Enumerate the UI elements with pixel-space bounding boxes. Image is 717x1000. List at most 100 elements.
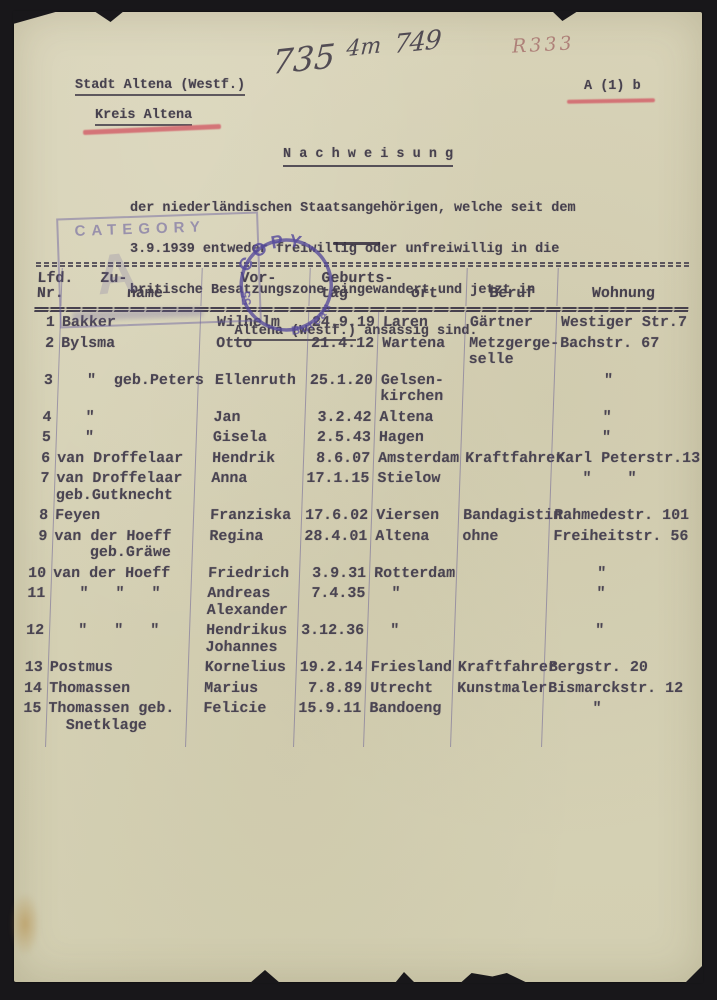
cell-zuname: " — [56, 406, 197, 427]
paper-tear — [552, 11, 578, 21]
cell-nr: 11 — [27, 585, 46, 602]
cell-nr: 8 — [38, 507, 49, 524]
cell-geb_ort: Friesland — [365, 657, 454, 678]
paragraph-line: britische Besatzungszone eingewandert un… — [130, 282, 536, 298]
cell-wohnung: Rahmedestr. 101 — [548, 505, 689, 526]
cell-geb_tag: 3.12.36 — [296, 620, 368, 657]
cell-geb_tag: 17.1.15 — [301, 468, 373, 505]
cell-geb_tag: 21.4.12 — [306, 332, 378, 370]
cell-beruf: Metzgerge- selle — [463, 332, 559, 370]
cell-geb_ort: Stielow — [371, 468, 460, 505]
handwritten-annotation: 735 4m 749 — [271, 25, 442, 82]
cell-nr: 3 — [43, 371, 54, 389]
rule-extension — [450, 735, 542, 747]
cell-nr: 4 — [42, 408, 52, 426]
cell-nr: 9 — [38, 527, 48, 545]
cell-geb_ort: Bandoeng — [363, 698, 452, 735]
header-wohnung: Wohnung — [556, 268, 690, 306]
cell-vorname: Regina — [191, 525, 301, 563]
cell-geb_ort: Hagen — [373, 427, 462, 448]
cell-wohnung: Bismarckstr. 12 — [542, 677, 683, 698]
cell-nr: 2 — [44, 334, 55, 352]
typed-underline-mark — [333, 242, 380, 245]
paper-tear — [685, 965, 703, 983]
paper-tear — [250, 970, 280, 983]
red-pencil-underline — [566, 98, 656, 104]
cell-vorname: Ellenruth — [196, 369, 307, 407]
cell-beruf — [450, 698, 543, 735]
cell-geb_ort: Gelsen- kirchen — [374, 369, 464, 407]
rule-extension — [45, 735, 186, 747]
cell-geb_ort: Utrecht — [364, 677, 453, 698]
paper-tear — [94, 11, 124, 22]
rule-extension — [293, 735, 364, 747]
cell-beruf: Gärtner — [464, 312, 557, 333]
cell-beruf: ohne — [456, 525, 549, 563]
cell-nr: 15 — [23, 700, 42, 717]
cell-beruf — [458, 468, 551, 505]
cell-vorname: Friedrich — [190, 562, 300, 583]
cell-beruf — [461, 406, 553, 427]
cell-wohnung: " — [544, 620, 678, 657]
cell-zuname: Thomassen geb. Snetklage — [45, 698, 187, 735]
cell-wohnung: Bergstr. 20 — [543, 657, 677, 678]
cell-nr: 13 — [24, 659, 44, 676]
cell-vorname: Anna — [193, 468, 303, 505]
cell-geb_ort: " — [367, 583, 456, 620]
paragraph-line-rest: ansässig sind. — [356, 323, 478, 339]
cell-zuname: " geb.Peters — [56, 369, 204, 407]
cell-nr: 10 — [27, 564, 47, 582]
paper-tear — [460, 973, 528, 983]
cell-zuname: " " " — [49, 583, 191, 620]
cell-wohnung: " — [552, 369, 687, 407]
handwritten-number: 4m — [345, 33, 383, 63]
cell-vorname: Hendrikus Johannes — [188, 620, 298, 657]
cell-wohnung: " — [551, 427, 685, 448]
cell-nr: 14 — [23, 679, 43, 697]
rule-extension — [541, 735, 674, 747]
handwritten-number: 735 — [271, 35, 337, 83]
cell-zuname: Postmus — [47, 657, 189, 678]
cell-zuname: Bylsma — [58, 332, 200, 370]
cell-vorname: Franziska — [192, 505, 302, 526]
page-title: N a c h w e i s u n g — [283, 147, 454, 167]
cell-geb_tag: 17.6.02 — [300, 505, 372, 526]
cell-vorname: Andreas Alexander — [189, 583, 299, 620]
cell-wohnung: Freiheitstr. 56 — [547, 525, 689, 563]
cell-geb_tag: 19.2.14 — [295, 657, 367, 678]
header-beruf: Beruf — [465, 268, 558, 306]
cell-beruf: Bandagistin — [457, 505, 562, 526]
rule-extension — [363, 735, 451, 747]
cell-geb_tag: 8.6.07 — [302, 447, 374, 468]
cell-geb_tag: 28.4.01 — [299, 525, 371, 563]
cell-vorname: Felicie — [185, 698, 295, 735]
cell-vorname: Gisela — [195, 427, 305, 448]
cell-nr: 7 — [40, 470, 50, 487]
cell-zuname: " — [55, 427, 197, 448]
cell-geb_tag: 15.9.11 — [293, 698, 365, 735]
paragraph-line: Altena (Westf.) ansässig sind. — [130, 323, 582, 342]
cell-beruf — [453, 620, 546, 657]
org-line-2-text: Kreis Altena — [95, 109, 193, 126]
paper-tear — [13, 11, 59, 24]
doc-classification: A (1) b — [584, 79, 641, 94]
cell-vorname: Jan — [196, 406, 305, 427]
cell-nr: 12 — [25, 622, 45, 639]
cell-wohnung: Bachstr. 67 — [554, 332, 688, 370]
cell-geb_tag: 7.8.89 — [294, 677, 366, 698]
cell-zuname: Thomassen — [46, 677, 188, 698]
stamp-smudge — [71, 307, 204, 322]
handwritten-number: 749 — [393, 24, 442, 61]
cell-beruf — [461, 369, 555, 407]
cell-geb_ort: Altena — [374, 406, 462, 427]
cell-wohnung: " — [546, 562, 680, 583]
copy-stamp-left-text: 55 — [238, 290, 254, 305]
pencil-reference: R333 — [511, 32, 576, 58]
cell-vorname: Marius — [186, 677, 296, 698]
cell-geb_ort: Altena — [369, 525, 458, 563]
cell-wohnung: " — [552, 406, 685, 427]
copy-stamp-ring — [239, 238, 333, 332]
cell-vorname: Hendrik — [194, 447, 304, 468]
rule-extension — [19, 735, 45, 747]
